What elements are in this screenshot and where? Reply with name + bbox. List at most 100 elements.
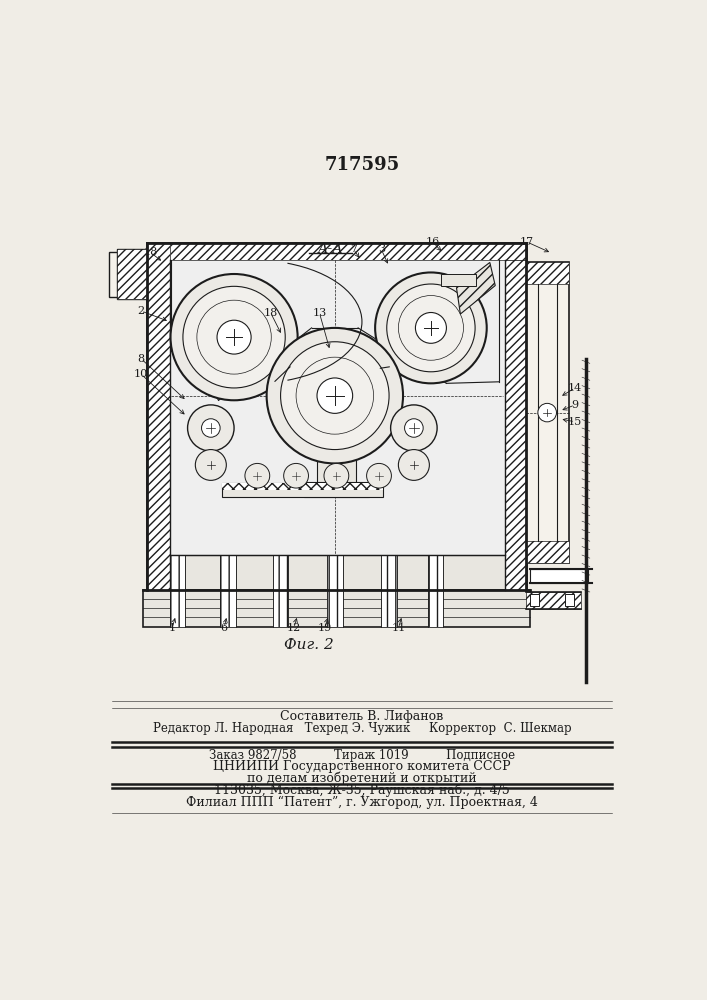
Polygon shape xyxy=(457,262,495,314)
Bar xyxy=(146,243,526,590)
Circle shape xyxy=(284,463,308,488)
Bar xyxy=(110,252,117,297)
Text: 3: 3 xyxy=(378,244,385,254)
Text: 8: 8 xyxy=(138,354,145,364)
Text: 7: 7 xyxy=(350,244,357,254)
Bar xyxy=(220,555,235,627)
Text: Редактор Л. Народная   Техред Э. Чужик     Корректор  С. Шекмар: Редактор Л. Народная Техред Э. Чужик Кор… xyxy=(153,722,571,735)
Text: А-А: А-А xyxy=(318,242,344,256)
FancyArrowPatch shape xyxy=(275,367,290,381)
Circle shape xyxy=(195,450,226,480)
Bar xyxy=(505,260,526,590)
Text: 10: 10 xyxy=(134,369,148,379)
Text: 9: 9 xyxy=(571,400,578,410)
Bar xyxy=(381,555,397,627)
Text: 18: 18 xyxy=(264,308,278,318)
Text: 2: 2 xyxy=(138,306,145,316)
Bar xyxy=(143,590,530,627)
Bar xyxy=(565,594,574,606)
Bar xyxy=(327,555,343,627)
Bar xyxy=(381,555,397,627)
Bar xyxy=(222,483,383,490)
Bar xyxy=(117,249,146,299)
Bar xyxy=(273,555,288,627)
Bar xyxy=(381,555,397,627)
Bar xyxy=(428,555,443,627)
Bar xyxy=(170,555,185,627)
Circle shape xyxy=(183,286,285,388)
Bar xyxy=(327,555,343,627)
Text: 6: 6 xyxy=(221,623,228,633)
Text: 17: 17 xyxy=(519,237,533,247)
Circle shape xyxy=(391,405,437,451)
Bar xyxy=(220,555,235,627)
Text: 717595: 717595 xyxy=(325,156,400,174)
Circle shape xyxy=(416,312,446,343)
Text: 13: 13 xyxy=(312,308,327,318)
Bar xyxy=(146,555,526,590)
Bar xyxy=(146,243,170,590)
Bar xyxy=(273,555,288,627)
Bar xyxy=(146,243,170,590)
Circle shape xyxy=(187,405,234,451)
Bar xyxy=(304,347,369,363)
Circle shape xyxy=(170,274,298,400)
Bar xyxy=(428,555,443,627)
Bar xyxy=(304,482,369,497)
Bar xyxy=(526,541,569,563)
Bar xyxy=(222,483,383,490)
Text: 14: 14 xyxy=(568,383,582,393)
Text: ЦНИИПИ Государственного комитета СССР: ЦНИИПИ Государственного комитета СССР xyxy=(213,760,510,773)
Bar xyxy=(317,355,356,490)
Bar xyxy=(220,555,235,627)
Bar xyxy=(170,555,185,627)
Bar xyxy=(327,555,343,627)
Bar xyxy=(170,555,185,627)
Circle shape xyxy=(538,403,556,422)
Bar xyxy=(526,592,580,609)
Bar xyxy=(530,594,539,606)
Circle shape xyxy=(398,450,429,480)
Text: 1: 1 xyxy=(168,623,175,633)
Circle shape xyxy=(324,463,349,488)
Bar xyxy=(428,555,443,627)
Bar xyxy=(117,249,146,299)
Bar xyxy=(526,541,569,563)
Bar xyxy=(526,262,569,284)
Text: 15: 15 xyxy=(568,417,582,427)
Circle shape xyxy=(281,342,389,450)
Text: 19: 19 xyxy=(317,623,332,633)
FancyArrowPatch shape xyxy=(380,367,390,368)
Bar xyxy=(146,243,526,260)
Text: по делам изобретений и открытий: по делам изобретений и открытий xyxy=(247,772,477,785)
Text: 12: 12 xyxy=(286,623,301,633)
Circle shape xyxy=(404,419,423,437)
Text: Филиал ППП “Патент”, г. Ужгород, ул. Проектная, 4: Филиал ППП “Патент”, г. Ужгород, ул. Про… xyxy=(186,796,538,809)
Text: 16: 16 xyxy=(426,237,440,247)
Text: Заказ 9827/58          Тираж 1019          Подписное: Заказ 9827/58 Тираж 1019 Подписное xyxy=(209,749,515,762)
Circle shape xyxy=(387,284,475,372)
Circle shape xyxy=(375,272,486,383)
Text: Составитель В. Лифанов: Составитель В. Лифанов xyxy=(280,710,443,723)
Bar xyxy=(117,249,146,299)
Circle shape xyxy=(217,320,251,354)
Bar xyxy=(146,243,526,260)
Circle shape xyxy=(267,328,403,463)
Circle shape xyxy=(245,463,270,488)
Circle shape xyxy=(367,463,392,488)
Text: 18: 18 xyxy=(144,247,158,257)
Text: 113035, Москва, Ж-35, Раушская наб., д. 4/5: 113035, Москва, Ж-35, Раушская наб., д. … xyxy=(214,783,510,797)
Circle shape xyxy=(317,378,353,413)
Text: 11: 11 xyxy=(391,623,406,633)
Bar xyxy=(530,569,588,583)
Bar xyxy=(273,555,288,627)
Text: Фиг. 2: Фиг. 2 xyxy=(284,638,334,652)
Bar xyxy=(304,397,369,413)
Bar xyxy=(526,262,569,563)
Circle shape xyxy=(201,419,220,437)
Bar xyxy=(505,260,526,590)
Bar xyxy=(526,592,580,609)
Bar xyxy=(526,262,569,284)
Bar xyxy=(441,274,476,286)
Bar xyxy=(222,483,383,497)
